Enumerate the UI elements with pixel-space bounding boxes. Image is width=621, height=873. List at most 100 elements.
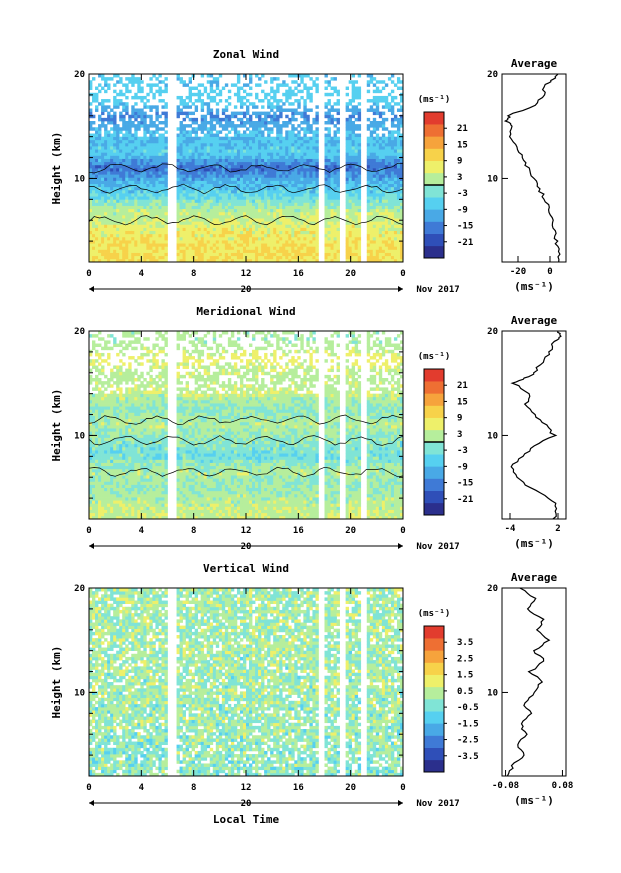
heatmap-cell [131, 105, 135, 109]
heatmap-cell [333, 155, 337, 159]
heatmap-cell [336, 221, 340, 225]
heatmap-cell [158, 199, 162, 203]
heatmap-cell [327, 246, 331, 250]
heatmap-cell [249, 177, 253, 181]
heatmap-cell [101, 196, 105, 200]
heatmap-cell [182, 211, 186, 216]
heatmap-cell [345, 205, 349, 210]
heatmap-cell [252, 208, 256, 213]
heatmap-cell [203, 221, 208, 225]
heatmap-cell [194, 202, 199, 206]
heatmap-cell [276, 121, 280, 125]
heatmap-cell [134, 230, 138, 235]
heatmap-cell [206, 155, 211, 159]
heatmap-cell [315, 89, 319, 94]
heatmap-cell [92, 431, 96, 435]
heatmap-cell [264, 240, 268, 244]
heatmap-cell [230, 161, 235, 166]
heatmap-cell [270, 243, 274, 247]
heatmap-cell [387, 168, 392, 172]
heatmap-cell [113, 249, 117, 253]
heatmap-cell [252, 243, 256, 247]
heatmap-cell [249, 102, 253, 106]
heatmap-cell [396, 205, 401, 210]
heatmap-cell [333, 211, 337, 216]
heatmap-cell [276, 124, 280, 128]
heatmap-cell [146, 92, 150, 97]
heatmap-cell [303, 230, 307, 235]
heatmap-cell [182, 227, 186, 232]
heatmap-cell [324, 202, 328, 206]
heatmap-cell [354, 224, 359, 228]
heatmap-cell [366, 117, 371, 122]
heatmap-cell [306, 121, 310, 125]
heatmap-cell [288, 108, 292, 112]
heatmap-cell [306, 164, 310, 169]
heatmap-cell [149, 202, 153, 206]
heatmap-cell [197, 255, 202, 260]
heatmap-cell [396, 158, 401, 163]
heatmap-cell [221, 161, 226, 166]
heatmap-cell [258, 155, 262, 159]
heatmap-cell [276, 86, 280, 91]
heatmap-cell [89, 481, 93, 485]
heatmap-cell [92, 221, 96, 225]
heatmap-cell [191, 152, 196, 156]
heatmap-cell [161, 246, 165, 250]
heatmap-cell [194, 221, 199, 225]
heatmap-cell [306, 177, 310, 181]
heatmap-cell [366, 171, 371, 175]
heatmap-cell [143, 130, 147, 134]
heatmap-cell [89, 236, 93, 241]
heatmap-cell [369, 252, 374, 257]
heatmap-cell [218, 233, 223, 238]
heatmap-cell [101, 227, 105, 232]
heatmap-cell [119, 92, 123, 97]
heatmap-cell [137, 174, 141, 178]
heatmap-cell [134, 111, 138, 116]
heatmap-cell [387, 230, 392, 235]
heatmap-cell [212, 168, 217, 172]
heatmap-cell [246, 142, 250, 147]
heatmap-cell [101, 218, 105, 222]
heatmap-cell [393, 155, 398, 159]
heatmap-cell [89, 142, 93, 147]
heatmap-cell [246, 227, 250, 232]
heatmap-cell [230, 255, 235, 260]
heatmap-cell [303, 215, 307, 219]
heatmap-cell [242, 208, 247, 213]
heatmap-cell [315, 205, 319, 210]
heatmap-cell [270, 215, 274, 219]
heatmap-cell [312, 155, 316, 159]
heatmap-cell [378, 114, 383, 119]
heatmap-cell [200, 117, 205, 122]
heatmap-cell [285, 142, 289, 147]
heatmap-cell [203, 243, 208, 247]
heatmap-cell [164, 146, 168, 150]
heatmap-cell [152, 233, 156, 238]
heatmap-cell [267, 174, 271, 178]
heatmap-cell [215, 208, 220, 213]
heatmap-cell [273, 139, 277, 144]
y-tick-label: 10 [74, 174, 85, 184]
heatmap-cell [372, 102, 377, 106]
heatmap-cell [393, 117, 398, 122]
heatmap-cell [104, 83, 108, 87]
heatmap-cell [137, 180, 141, 185]
heatmap-cell [381, 193, 386, 197]
heatmap-cell [267, 193, 271, 197]
heatmap-cell [110, 246, 114, 250]
heatmap-cell [300, 161, 304, 166]
heatmap-cell [267, 133, 271, 138]
heatmap-cell [149, 161, 153, 166]
heatmap-cell [399, 180, 404, 185]
heatmap-cell [282, 174, 286, 178]
heatmap-cell [212, 205, 217, 210]
heatmap-cell [197, 168, 202, 172]
heatmap-cell [252, 142, 256, 147]
heatmap-cell [227, 89, 232, 94]
heatmap-cell [357, 180, 362, 185]
heatmap-cell [282, 205, 286, 210]
heatmap-cell [116, 205, 120, 210]
heatmap-cell [179, 142, 183, 147]
